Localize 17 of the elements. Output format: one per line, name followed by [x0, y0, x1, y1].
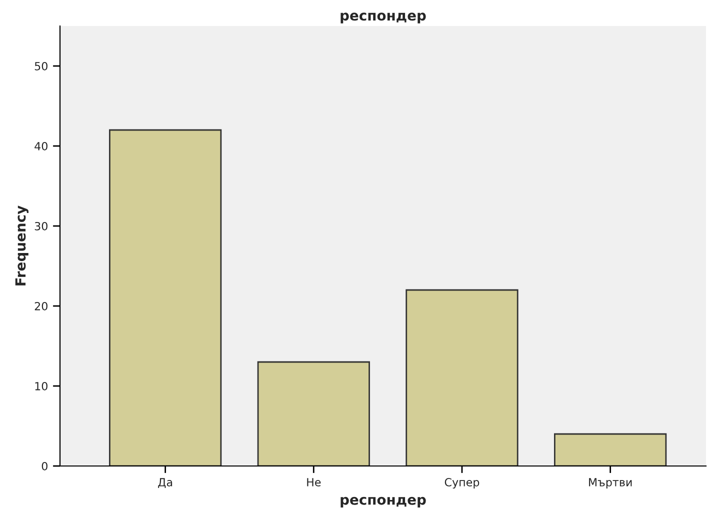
- chart-title: респондер: [340, 12, 426, 24]
- y-tick-label: 30: [34, 222, 48, 230]
- bar: [406, 289, 518, 466]
- y-axis-title: Frequency: [15, 206, 28, 286]
- y-tick-label: 0: [42, 462, 48, 470]
- bar: [108, 129, 222, 466]
- x-tick-label: Супер: [444, 478, 480, 489]
- y-tick-label: 40: [34, 142, 48, 150]
- x-tick-label: Да: [158, 478, 172, 488]
- y-tick-label: 20: [34, 302, 48, 310]
- y-tick-label: 50: [34, 62, 48, 70]
- bar: [257, 361, 370, 466]
- bar: [554, 433, 667, 466]
- x-axis-title: респондер: [340, 496, 426, 508]
- y-tick-label: 10: [35, 382, 48, 390]
- x-tick-label: Не: [307, 478, 321, 486]
- x-tick-label: Мъртви: [589, 478, 632, 489]
